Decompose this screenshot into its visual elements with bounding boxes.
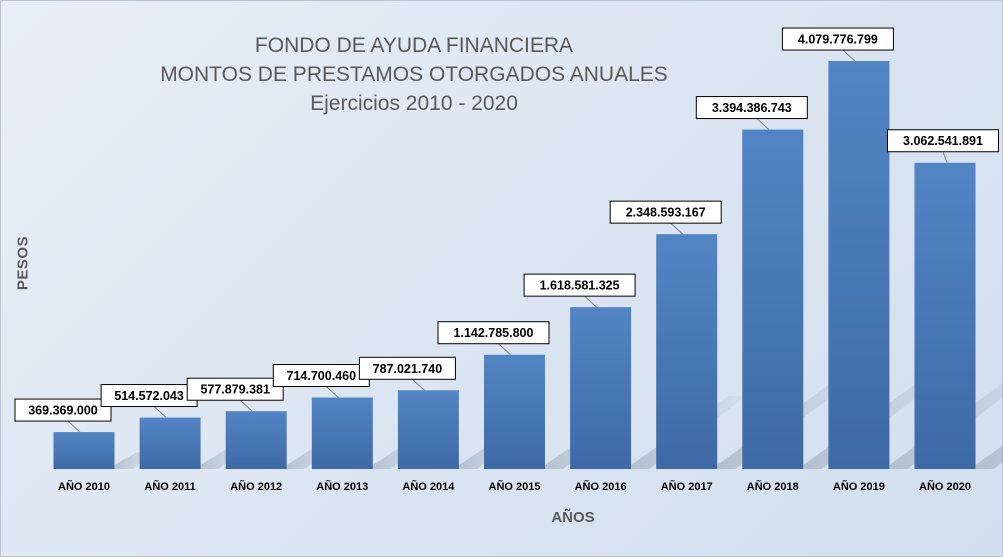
category-label: AÑO 2017 bbox=[661, 480, 713, 493]
label-leader-line bbox=[585, 296, 597, 307]
category-label: AÑO 2011 bbox=[144, 480, 195, 493]
bar-shadow bbox=[976, 364, 1003, 469]
category-label: AÑO 2012 bbox=[230, 480, 282, 493]
bar bbox=[828, 61, 889, 469]
label-leader-line bbox=[154, 407, 166, 418]
category-label: AÑO 2013 bbox=[316, 480, 368, 493]
label-leader-line bbox=[240, 400, 252, 411]
category-label: AÑO 2014 bbox=[402, 480, 455, 493]
label-leader-line bbox=[499, 344, 511, 355]
category-label: AÑO 2020 bbox=[919, 480, 971, 493]
bar bbox=[140, 418, 201, 469]
data-label: 714.700.460 bbox=[287, 369, 357, 383]
data-label: 369.369.000 bbox=[28, 404, 98, 418]
data-label: 1.618.581.325 bbox=[540, 279, 620, 293]
data-label: 1.142.785.800 bbox=[454, 326, 534, 340]
data-label: 514.572.043 bbox=[114, 389, 184, 403]
bars bbox=[54, 61, 976, 469]
bar bbox=[915, 163, 976, 469]
label-leader-line bbox=[68, 421, 80, 432]
label-leader-line bbox=[412, 379, 424, 390]
data-label: 2.348.593.167 bbox=[626, 206, 706, 220]
bar bbox=[312, 398, 373, 469]
data-label: 3.062.541.891 bbox=[903, 134, 983, 148]
label-leader-line bbox=[757, 119, 769, 130]
category-label: AÑO 2018 bbox=[747, 480, 799, 493]
bar bbox=[398, 390, 459, 469]
bar bbox=[742, 130, 803, 469]
category-label: AÑO 2019 bbox=[833, 480, 885, 493]
category-label: AÑO 2010 bbox=[58, 480, 110, 493]
bar bbox=[484, 355, 545, 469]
bar bbox=[570, 307, 631, 469]
bar bbox=[226, 411, 287, 469]
category-labels: AÑO 2010 AÑO 2011 AÑO 2012 AÑO 2013 AÑO 2014… bbox=[58, 480, 971, 493]
label-leader-line bbox=[326, 387, 338, 398]
label-leader-line bbox=[671, 223, 683, 234]
label-leader-line bbox=[943, 152, 947, 163]
data-label: 577.879.381 bbox=[200, 383, 270, 397]
data-label: 4.079.776.799 bbox=[798, 33, 878, 47]
label-leader-line bbox=[843, 50, 855, 61]
bar bbox=[656, 234, 717, 469]
bar bbox=[54, 432, 115, 469]
category-label: AÑO 2016 bbox=[575, 480, 627, 493]
data-label: 3.394.386.743 bbox=[712, 101, 792, 115]
category-label: AÑO 2015 bbox=[489, 480, 541, 493]
data-label: 787.021.740 bbox=[373, 362, 443, 376]
